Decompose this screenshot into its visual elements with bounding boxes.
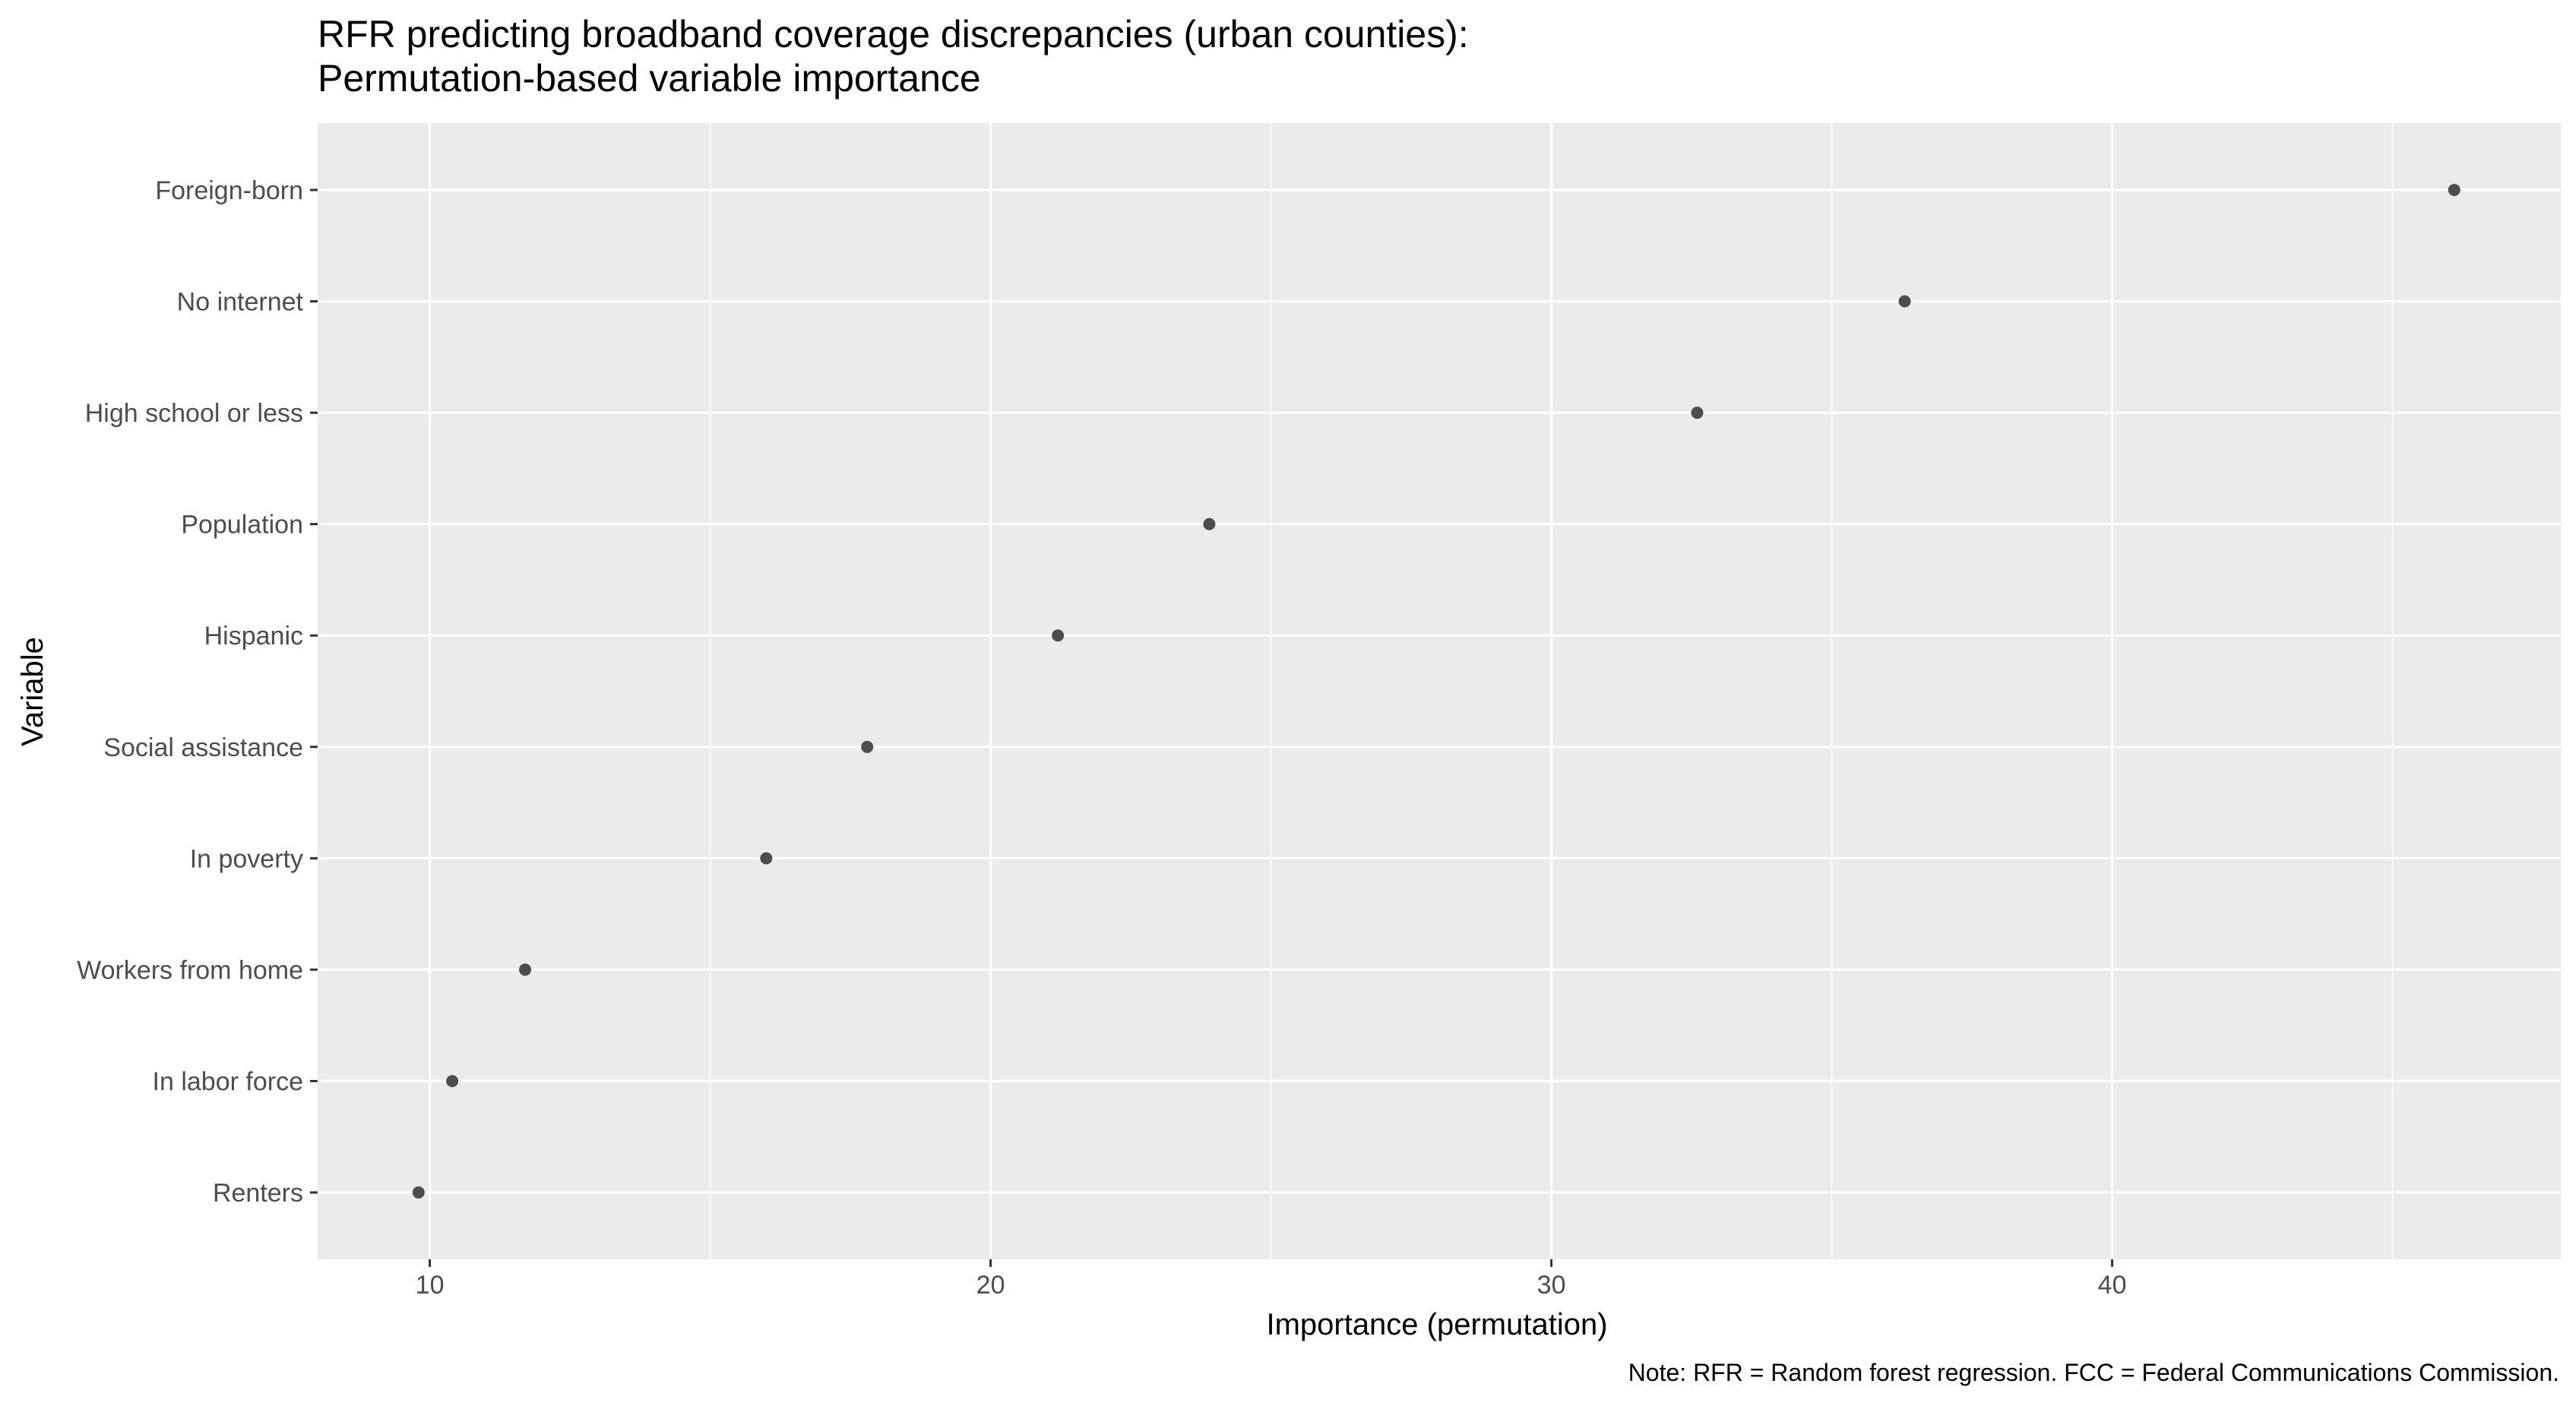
data-point [861, 740, 874, 753]
data-point [1898, 295, 1911, 308]
y-tick-label: Hispanic [204, 622, 303, 651]
grid-lines [318, 123, 2561, 1259]
data-point [2448, 183, 2460, 196]
y-tick-label: Foreign-born [155, 176, 303, 205]
y-tick-label: In labor force [153, 1067, 303, 1096]
y-axis-title: Variable [16, 637, 49, 746]
y-tick-label: No internet [177, 288, 304, 317]
data-points [412, 183, 2460, 1199]
plot-panel [318, 123, 2561, 1259]
y-tick-label: Renters [213, 1179, 303, 1208]
data-point [446, 1075, 459, 1088]
y-tick-label: Population [181, 511, 303, 540]
y-tick-label: In poverty [190, 844, 303, 873]
axes: Foreign-born No internet High school or le… [77, 176, 2126, 1300]
y-tick-label: Workers from home [77, 956, 303, 985]
data-point [1052, 629, 1065, 642]
x-axis-title: Importance (permutation) [1266, 1308, 1607, 1341]
data-point [760, 852, 773, 865]
data-point [519, 963, 532, 976]
data-point [412, 1186, 425, 1199]
chart-subtitle: Permutation-based variable importance [318, 57, 981, 100]
x-tick-label: 10 [416, 1271, 445, 1300]
x-tick-label: 20 [976, 1271, 1005, 1300]
y-tick-label: High school or less [85, 399, 303, 428]
x-tick-label: 40 [2098, 1271, 2127, 1300]
chart-title: RFR predicting broadband coverage discre… [318, 13, 1469, 55]
panel-background [318, 123, 2561, 1259]
data-point [1203, 518, 1216, 530]
x-tick-label: 30 [1537, 1271, 1566, 1300]
y-tick-label: Social assistance [103, 733, 303, 762]
chart-caption: Note: RFR = Random forest regression. FC… [1628, 1359, 2559, 1386]
data-point [1691, 407, 1704, 420]
